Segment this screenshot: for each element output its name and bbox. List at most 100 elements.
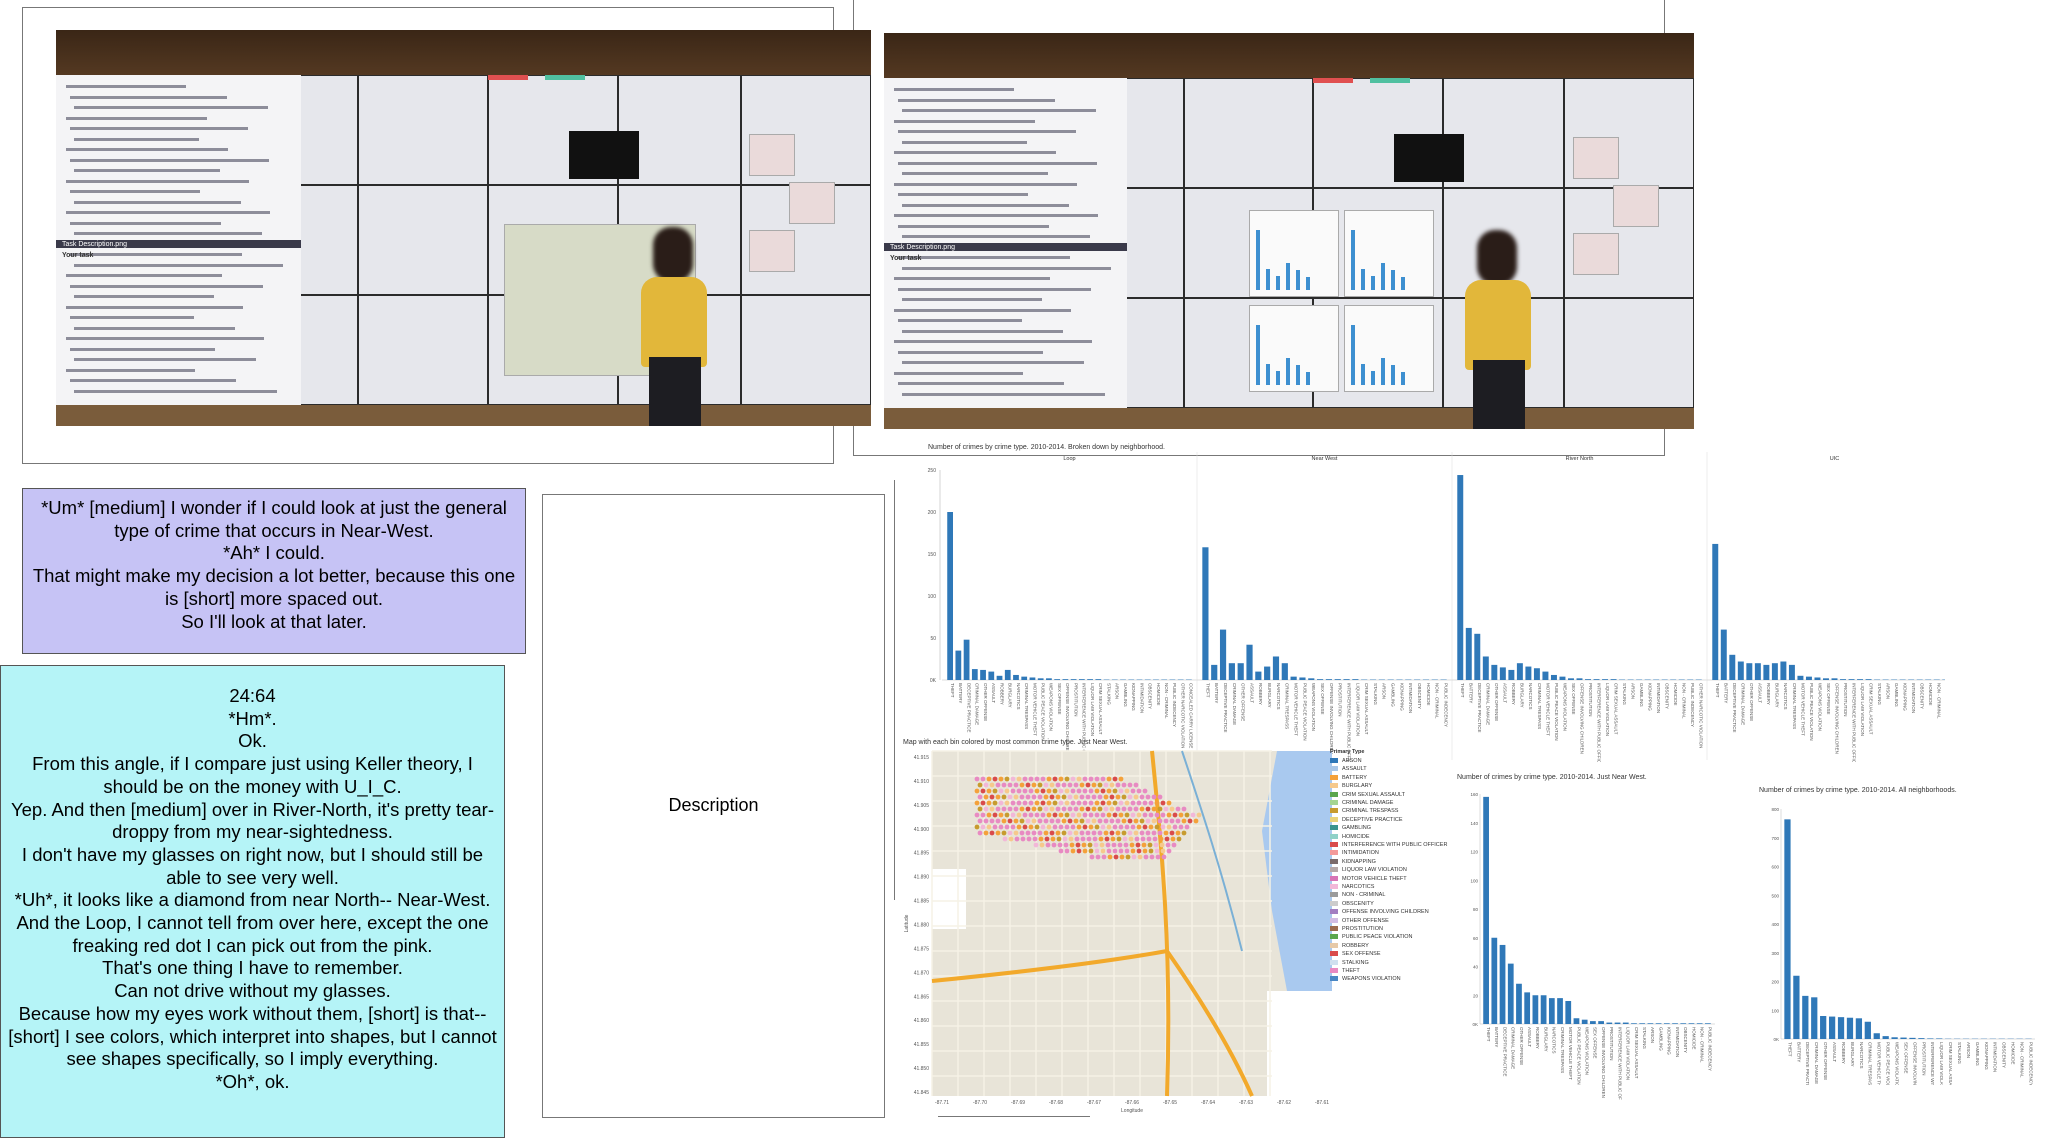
document-text-line — [902, 172, 1048, 175]
x-tick-label: OFFENSE INVOLVING CHILDREN — [1834, 683, 1839, 754]
bar — [1680, 1023, 1687, 1024]
hex-bin — [1190, 812, 1196, 818]
hex-bin — [1094, 788, 1100, 794]
hex-bin — [1118, 812, 1124, 818]
bar — [1780, 661, 1787, 680]
x-tick-label: OBSCENITY — [1148, 683, 1153, 709]
hex-bin — [1143, 854, 1149, 860]
hex-bin — [1070, 812, 1076, 818]
y-tick-label: 41.895 — [914, 851, 930, 857]
hex-bin — [1112, 812, 1118, 818]
legend-item: NON - CRIMINAL — [1330, 892, 1385, 898]
x-tick-label: KIDNAPPING — [1131, 683, 1136, 711]
bar — [1581, 1019, 1588, 1024]
hex-bin — [1076, 776, 1082, 782]
y-tick-label: 0K — [930, 678, 937, 684]
hex-bin — [1118, 824, 1124, 830]
map-legend: Primary Type ARSON ASSAULT BATTERY BURGLARY… — [1330, 749, 1450, 989]
hex-bin — [1082, 788, 1088, 794]
map-gap — [932, 869, 966, 929]
legend-item: OBSCENITY — [1330, 901, 1374, 907]
hex-bin — [1064, 788, 1070, 794]
x-tick-label: ASSAULT — [1832, 1042, 1837, 1062]
bar — [1606, 1022, 1613, 1024]
bar — [1864, 1021, 1871, 1039]
hex-bin — [998, 800, 1004, 806]
x-tick-label: WEAPONS VIOLATION — [1817, 683, 1822, 731]
x-tick-label: ARSON — [1650, 1027, 1655, 1043]
hex-bin — [1034, 812, 1040, 818]
hex-bin — [995, 794, 1001, 800]
chart-frame-bottom — [938, 1116, 1090, 1117]
hex-bin — [1076, 812, 1082, 818]
y-tick-label: 100 — [1771, 1008, 1779, 1013]
hex-bin — [1089, 854, 1095, 860]
histogram-window — [1343, 210, 1434, 297]
hex-bin — [1049, 806, 1055, 812]
document-text-line — [70, 158, 269, 162]
hex-bin — [1165, 842, 1171, 848]
legend-swatch — [1330, 909, 1338, 915]
hex-bin — [1088, 812, 1094, 818]
x-tick-label: STALKING — [1957, 1042, 1962, 1064]
hex-bin — [983, 782, 989, 788]
legend-item: INTIMIDATION — [1330, 850, 1379, 856]
hex-bin — [1043, 818, 1049, 824]
hex-bin — [1091, 794, 1097, 800]
hex-bin — [1080, 836, 1086, 842]
hex-bin — [1160, 812, 1166, 818]
x-tick-label: THEFT — [1205, 683, 1210, 698]
hex-bin — [1067, 830, 1073, 836]
legend-label: SEX OFFENSE — [1342, 951, 1381, 958]
legend-swatch — [1330, 758, 1338, 764]
thumbnail-window — [788, 182, 835, 225]
bar — [1927, 1038, 1934, 1039]
panel-label: Near West — [1312, 456, 1338, 462]
hex-bin — [1100, 824, 1106, 830]
document-text-line — [894, 340, 1092, 343]
histogram-bar — [1275, 276, 1280, 290]
x-tick-label: BURGLARY — [1850, 1042, 1855, 1067]
x-tick-label: ROBBERY — [1766, 683, 1771, 705]
bar — [1317, 679, 1324, 680]
legend-swatch — [1330, 783, 1338, 789]
hex-bin — [1032, 836, 1038, 842]
bar — [1499, 667, 1506, 680]
hex-bin — [1141, 842, 1147, 848]
legend-swatch — [1330, 959, 1338, 965]
bar — [1532, 995, 1539, 1024]
x-tick-label: KIDNAPPING — [1647, 683, 1652, 711]
hex-bin — [1121, 782, 1127, 788]
hex-bin — [983, 794, 989, 800]
person-pants — [1473, 359, 1526, 429]
document-text-line — [66, 85, 186, 88]
hex-bin — [1004, 800, 1010, 806]
x-tick-label: SEX OFFENSE — [1593, 1027, 1598, 1059]
hex-bin — [1140, 836, 1146, 842]
y-tick-label: 41.845 — [914, 1090, 930, 1096]
document-text-line — [70, 316, 194, 319]
x-tick-label: ROBBERY — [1535, 1027, 1540, 1049]
hex-bin — [1043, 782, 1049, 788]
bar — [1900, 1037, 1907, 1039]
bar — [1705, 1023, 1711, 1024]
x-tick-label: INTERFERENCE WITH PUBLIC OFFICER — [1617, 1027, 1622, 1100]
bar — [988, 671, 995, 680]
hex-bin — [1013, 794, 1019, 800]
hex-bin — [1085, 782, 1091, 788]
x-tick-label: PROSTITUTION — [1609, 1027, 1614, 1061]
highway — [1150, 750, 1171, 1097]
hex-bin — [1081, 842, 1087, 848]
x-tick-label: DECEPTIVE PRACTICE — [966, 683, 971, 733]
x-tick-label: HOMICIDE — [1928, 683, 1933, 706]
status-bar-red — [487, 75, 528, 80]
y-tick-label: 41.855 — [914, 1042, 930, 1048]
hex-bin — [1121, 794, 1127, 800]
thumbnail-window — [1572, 233, 1619, 276]
bar — [1802, 995, 1809, 1039]
x-tick-label: MOTOR VEHICLE THEFT — [1032, 683, 1037, 736]
hex-bin — [1129, 842, 1135, 848]
bar — [1334, 679, 1341, 680]
bar — [1507, 963, 1514, 1024]
x-tick-label: INTERFERENCE WITH PUBLIC OFFICER — [1596, 683, 1601, 762]
